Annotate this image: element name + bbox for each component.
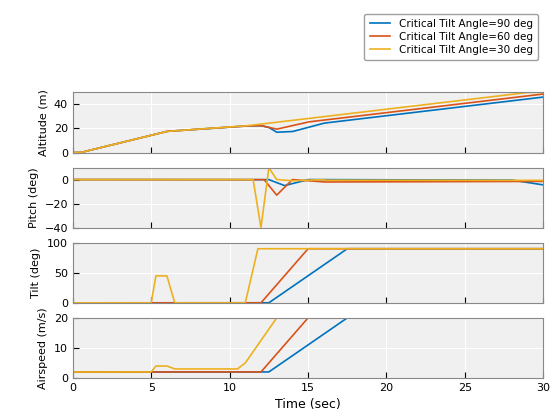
Critical Tilt Angle=60 deg: [270, 126, 277, 131]
Critical Tilt Angle=30 deg: [480, 95, 487, 100]
Critical Tilt Angle=90 deg: [530, 96, 537, 101]
Critical Tilt Angle=30 deg: [524, 90, 531, 95]
Critical Tilt Angle=30 deg: [151, 132, 158, 137]
Critical Tilt Angle=30 deg: [69, 150, 76, 155]
Critical Tilt Angle=60 deg: [540, 92, 547, 97]
Critical Tilt Angle=60 deg: [151, 132, 158, 137]
Line: Critical Tilt Angle=90 deg: Critical Tilt Angle=90 deg: [73, 97, 543, 152]
Critical Tilt Angle=90 deg: [480, 102, 487, 107]
Critical Tilt Angle=60 deg: [480, 99, 487, 104]
Critical Tilt Angle=90 deg: [270, 128, 277, 133]
Critical Tilt Angle=30 deg: [123, 139, 130, 144]
Line: Critical Tilt Angle=30 deg: Critical Tilt Angle=30 deg: [73, 92, 543, 152]
Y-axis label: Pitch (deg): Pitch (deg): [29, 167, 39, 228]
Critical Tilt Angle=90 deg: [123, 139, 130, 144]
Critical Tilt Angle=60 deg: [530, 92, 537, 97]
Critical Tilt Angle=90 deg: [151, 132, 158, 137]
Critical Tilt Angle=90 deg: [540, 94, 547, 100]
Y-axis label: Altitude (m): Altitude (m): [38, 89, 48, 156]
Critical Tilt Angle=30 deg: [531, 90, 538, 95]
X-axis label: Time (sec): Time (sec): [275, 399, 341, 412]
Critical Tilt Angle=60 deg: [250, 123, 256, 128]
Critical Tilt Angle=30 deg: [250, 123, 256, 128]
Critical Tilt Angle=30 deg: [540, 90, 547, 95]
Critical Tilt Angle=30 deg: [270, 120, 277, 125]
Line: Critical Tilt Angle=60 deg: Critical Tilt Angle=60 deg: [73, 94, 543, 152]
Legend: Critical Tilt Angle=90 deg, Critical Tilt Angle=60 deg, Critical Tilt Angle=30 d: Critical Tilt Angle=90 deg, Critical Til…: [365, 13, 538, 60]
Critical Tilt Angle=60 deg: [123, 139, 130, 144]
Critical Tilt Angle=90 deg: [69, 150, 76, 155]
Critical Tilt Angle=90 deg: [250, 123, 256, 128]
Y-axis label: Airspeed (m/s): Airspeed (m/s): [38, 307, 48, 389]
Y-axis label: Tilt (deg): Tilt (deg): [31, 248, 41, 298]
Critical Tilt Angle=60 deg: [69, 150, 76, 155]
